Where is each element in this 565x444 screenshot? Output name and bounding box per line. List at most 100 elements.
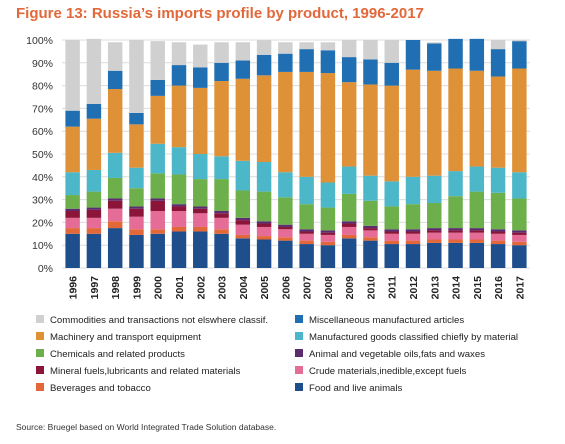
bar-segment: [490, 192, 506, 230]
bar-segment: [214, 217, 229, 230]
bar-segment: [86, 191, 102, 208]
bar-segment: [107, 89, 123, 153]
bar-segment: [150, 200, 165, 211]
bar-segment: [107, 228, 123, 268]
x-tick-label: 2004: [238, 276, 250, 300]
bar-segment: [129, 208, 144, 217]
bar-segment: [150, 143, 165, 174]
bar-segment: [448, 38, 463, 69]
bar-segment: [129, 124, 144, 168]
bar-segment: [512, 241, 527, 246]
bar-segment: [512, 172, 527, 199]
bar-segment: [278, 71, 293, 173]
bar-segment: [107, 42, 123, 71]
legend-swatch: [36, 383, 44, 391]
bar-segment: [193, 179, 208, 207]
x-tick-label: 2014: [451, 276, 463, 300]
bar-segment: [384, 244, 399, 268]
legend-item: Machinery and transport equipment: [36, 332, 201, 343]
bar-segment: [448, 68, 463, 172]
bar-segment: [65, 110, 80, 127]
x-tick-label: 2013: [429, 276, 441, 300]
bar-segment: [214, 179, 229, 211]
x-tick-label: 2005: [259, 276, 271, 300]
bar-segment: [469, 232, 485, 240]
bar-segment: [427, 43, 442, 71]
bar-segment: [363, 59, 378, 85]
bar-segment: [256, 54, 272, 76]
legend-label: Crude materials,inedible,except fuels: [309, 366, 467, 377]
x-tick-label: 2006: [280, 276, 292, 300]
bar-segment: [320, 241, 336, 246]
bar-segment: [341, 238, 357, 268]
bar-segment: [256, 226, 272, 237]
bar-segment: [193, 44, 208, 68]
bar-segment: [256, 239, 272, 268]
bar-segment: [193, 67, 208, 88]
bar-segment: [235, 190, 251, 218]
legend-swatch: [36, 315, 44, 323]
bars: [65, 38, 527, 268]
bar-segment: [171, 85, 187, 148]
legend: Commodities and transactions not elswher…: [36, 315, 518, 394]
bar-segment: [448, 230, 463, 233]
bar-segment: [512, 230, 527, 233]
x-tick-label: 2009: [344, 276, 356, 300]
bar-stack: [299, 42, 314, 268]
bar-segment: [278, 240, 293, 268]
bar-segment: [278, 42, 293, 54]
bar-segment: [299, 176, 314, 205]
y-axis: 0% 10% 20% 30% 40% 50% 60% 70% 80% 90% 100%: [26, 35, 53, 275]
bar-stack: [193, 44, 208, 268]
bar-segment: [469, 242, 485, 268]
bar-segment: [490, 240, 506, 245]
legend-swatch: [36, 366, 44, 374]
bar-segment: [469, 191, 485, 229]
bar-segment: [150, 211, 165, 230]
bar-segment: [86, 209, 102, 218]
y-tick-label: 70%: [32, 103, 53, 115]
bar-segment: [341, 166, 357, 194]
x-tick-label: 1997: [89, 276, 101, 300]
x-tick-label: 2007: [302, 276, 314, 300]
bar-stack: [107, 42, 123, 268]
bar-segment: [384, 40, 399, 63]
chart-title: Figure 13: Russia’s imports profile by p…: [16, 5, 424, 22]
bar-segment: [299, 42, 314, 50]
bar-stack: [86, 38, 102, 268]
bar-segment: [65, 211, 80, 218]
bar-segment: [299, 49, 314, 72]
bar-segment: [86, 169, 102, 192]
bar-segment: [256, 75, 272, 162]
bar-segment: [193, 206, 208, 209]
legend-swatch: [295, 366, 303, 374]
bar-segment: [341, 221, 357, 224]
bar-segment: [214, 42, 229, 63]
bar-segment: [427, 228, 442, 231]
bar-segment: [214, 156, 229, 180]
bar-segment: [363, 230, 378, 238]
bar-segment: [129, 112, 144, 125]
bar-segment: [193, 231, 208, 268]
bar-segment: [405, 229, 421, 232]
bar-segment: [150, 173, 165, 199]
bar-segment: [490, 244, 506, 268]
legend-item: Manufactured goods classified chiefly by…: [295, 332, 518, 343]
legend-label: Commodities and transactions not elswher…: [50, 315, 268, 326]
bar-segment: [171, 42, 187, 66]
bar-segment: [320, 207, 336, 231]
legend-label: Food and live animals: [309, 383, 403, 394]
bar-stack: [235, 42, 251, 268]
bar-stack: [469, 38, 485, 268]
bar-segment: [235, 42, 251, 61]
bar-segment: [107, 198, 123, 201]
bar-segment: [427, 175, 442, 204]
bar-stack: [65, 40, 80, 268]
bar-segment: [384, 62, 399, 86]
bar-segment: [427, 42, 442, 44]
bar-segment: [150, 95, 165, 144]
bar-segment: [490, 233, 506, 241]
bar-segment: [129, 167, 144, 189]
bar-segment: [278, 229, 293, 238]
